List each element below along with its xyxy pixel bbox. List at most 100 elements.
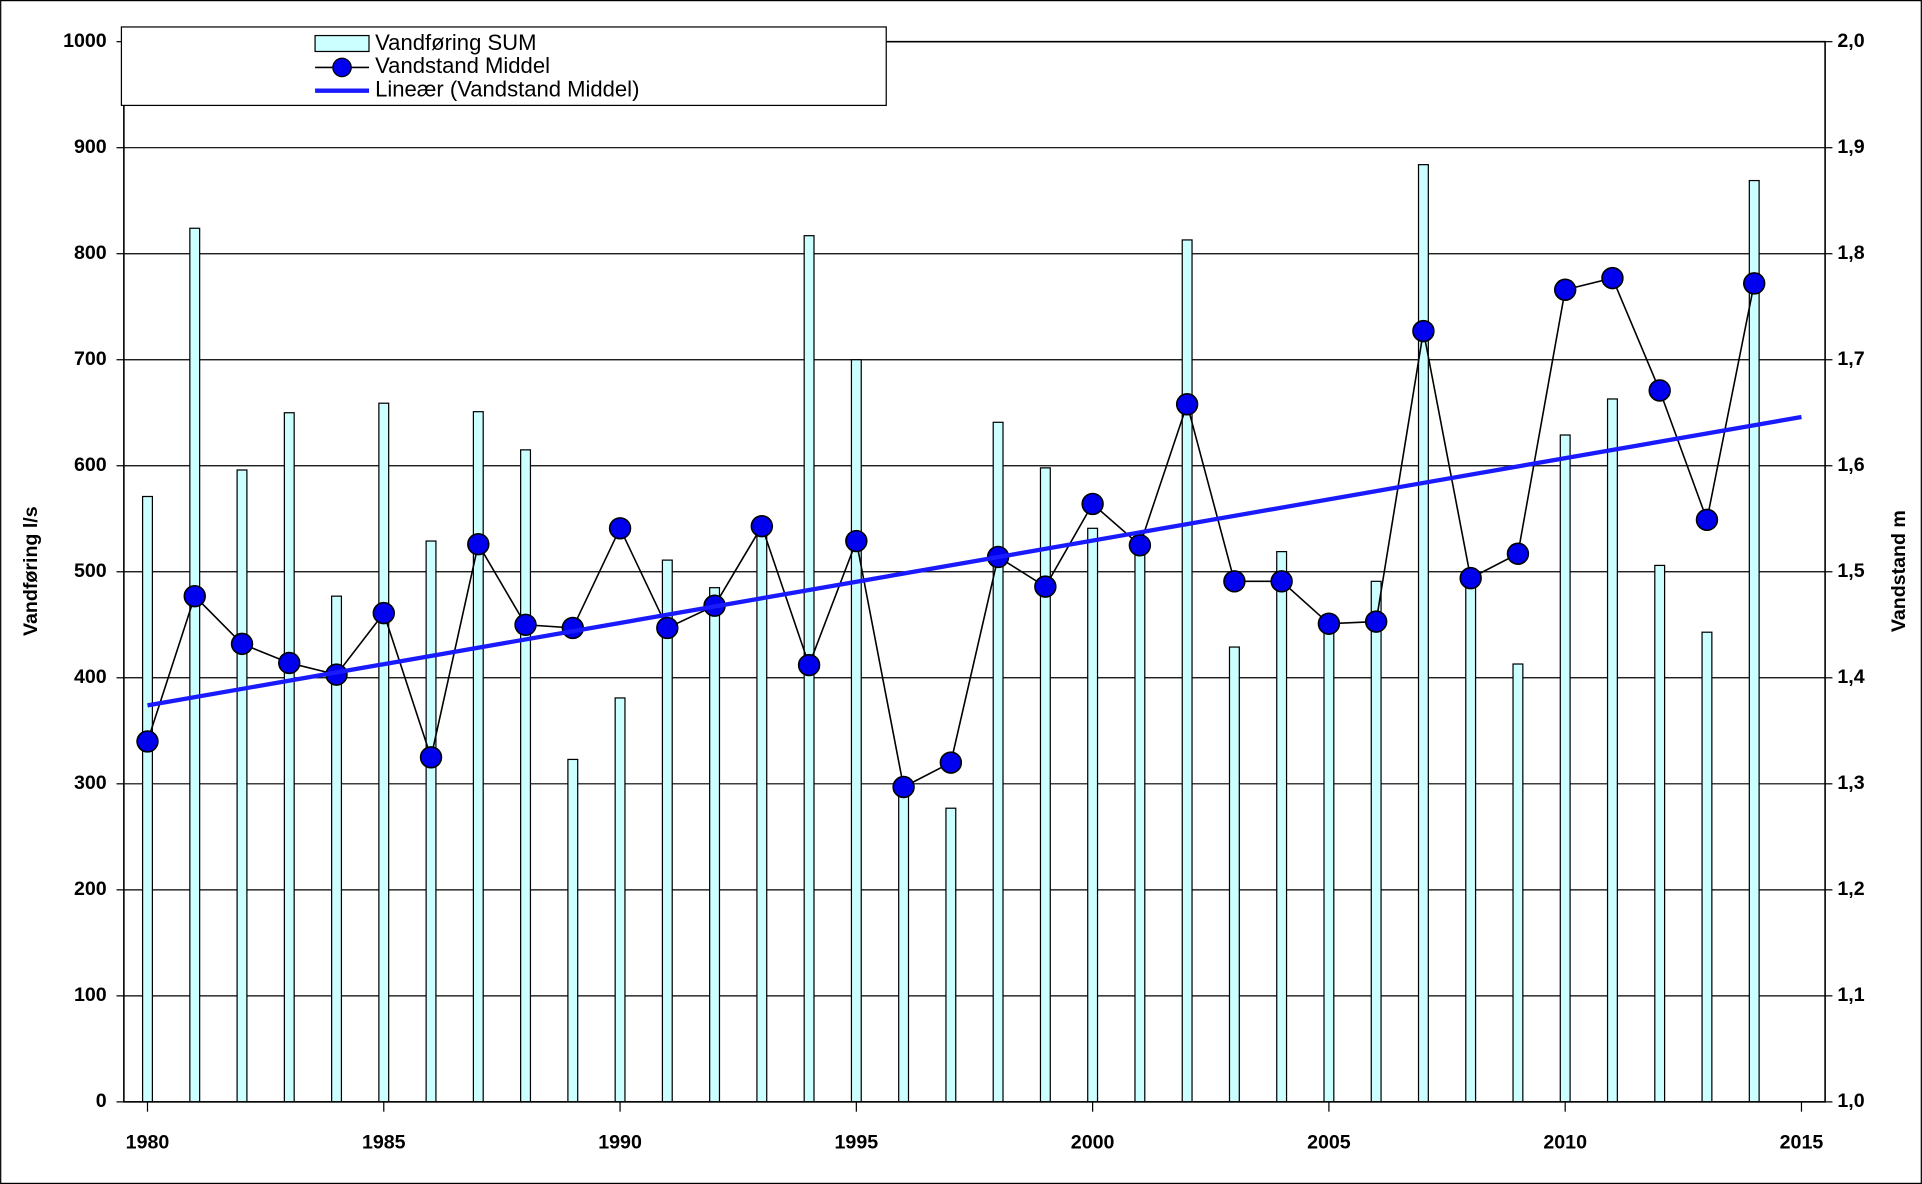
plot-border [123, 40, 1826, 1103]
y2-tick-label: 1,1 [1837, 984, 1864, 1006]
marker [1648, 379, 1671, 402]
y-tick-label: 400 [74, 666, 107, 688]
legend-label: Vandføring SUM [375, 30, 536, 55]
marker [1175, 393, 1199, 416]
y-tick-label: 700 [74, 348, 107, 370]
bar [1087, 527, 1099, 1103]
marker [1081, 492, 1104, 516]
marker [1742, 272, 1766, 295]
marker [1034, 575, 1057, 598]
y-tick-label: 300 [74, 772, 107, 794]
marker [608, 517, 632, 540]
legend-marker [332, 57, 352, 78]
bar [1417, 164, 1429, 1103]
y-tick-label: 500 [74, 560, 107, 582]
y2-tick-label: 1,5 [1837, 560, 1864, 582]
y2-axis-label: Vandstand m [1888, 510, 1910, 632]
bar [1748, 179, 1760, 1103]
bar [1228, 646, 1240, 1103]
marker [1364, 610, 1388, 633]
bar [850, 359, 862, 1103]
bar [945, 807, 957, 1103]
marker [892, 775, 915, 799]
bar [756, 528, 768, 1103]
y2-tick-label: 1,8 [1837, 242, 1864, 264]
bar [1276, 551, 1288, 1103]
marker [939, 751, 963, 774]
y2-tick-label: 1,0 [1837, 1090, 1864, 1112]
y-tick-label: 0 [96, 1090, 107, 1112]
bar [709, 587, 721, 1103]
bar [1134, 549, 1146, 1103]
y2-tick-label: 1,6 [1837, 454, 1864, 476]
marker [136, 730, 159, 753]
bar [614, 697, 626, 1103]
bar [992, 421, 1004, 1103]
x-tick-label: 2015 [1780, 1132, 1824, 1154]
x-tick-label: 1985 [362, 1132, 406, 1154]
x-tick-label: 2010 [1543, 1132, 1587, 1154]
bar [661, 559, 673, 1103]
marker [372, 601, 395, 625]
bar [1370, 580, 1382, 1103]
bar [567, 758, 579, 1103]
marker [1317, 612, 1341, 635]
y-tick-label: 100 [74, 984, 107, 1006]
marker [1506, 542, 1530, 565]
bar [520, 449, 532, 1103]
y2-tick-label: 1,4 [1837, 666, 1864, 688]
bar [236, 469, 248, 1103]
y2-tick-label: 1,7 [1837, 348, 1864, 370]
bar [1512, 663, 1524, 1103]
y-tick-label: 200 [74, 878, 107, 900]
marker [419, 746, 443, 769]
marker [278, 651, 301, 675]
bar [378, 402, 390, 1103]
bar [1559, 434, 1571, 1103]
y2-tick-label: 1,9 [1837, 136, 1864, 158]
marker [656, 616, 679, 640]
legend-label: Lineær (Vandstand Middel) [375, 77, 639, 102]
y2-tick-label: 2,0 [1837, 30, 1864, 52]
y-axis-label: Vandføring l/s [20, 506, 42, 636]
marker [514, 613, 537, 637]
bar [189, 227, 201, 1103]
marker [1128, 534, 1152, 557]
bar [1701, 631, 1713, 1103]
y-tick-label: 600 [74, 454, 107, 476]
bar [472, 411, 484, 1103]
marker [1223, 570, 1246, 593]
marker [797, 653, 821, 677]
bar [1606, 398, 1618, 1103]
legend-label: Vandstand Middel [375, 53, 550, 78]
marker [183, 584, 206, 608]
y2-tick-label: 1,2 [1837, 878, 1864, 900]
y-tick-label: 1000 [63, 30, 107, 52]
marker [845, 529, 868, 553]
legend-swatch [314, 34, 370, 53]
marker [750, 514, 774, 538]
marker [1270, 570, 1293, 593]
bar [283, 412, 295, 1103]
marker [1695, 508, 1719, 532]
bar [1181, 239, 1193, 1103]
bar [425, 540, 437, 1103]
x-tick-label: 1995 [835, 1132, 879, 1154]
trend-line [147, 414, 1802, 708]
legend-box [120, 26, 887, 107]
x-tick-label: 2005 [1307, 1132, 1351, 1154]
marker [1553, 278, 1577, 301]
y2-tick-label: 1,3 [1837, 772, 1864, 794]
bar [1654, 564, 1666, 1103]
bar [1039, 467, 1051, 1103]
marker [467, 532, 490, 556]
x-tick-label: 1980 [126, 1132, 170, 1154]
bar [141, 495, 154, 1103]
x-tick-label: 2000 [1071, 1132, 1115, 1154]
bar [898, 788, 910, 1103]
x-tick-label: 1990 [598, 1132, 642, 1154]
